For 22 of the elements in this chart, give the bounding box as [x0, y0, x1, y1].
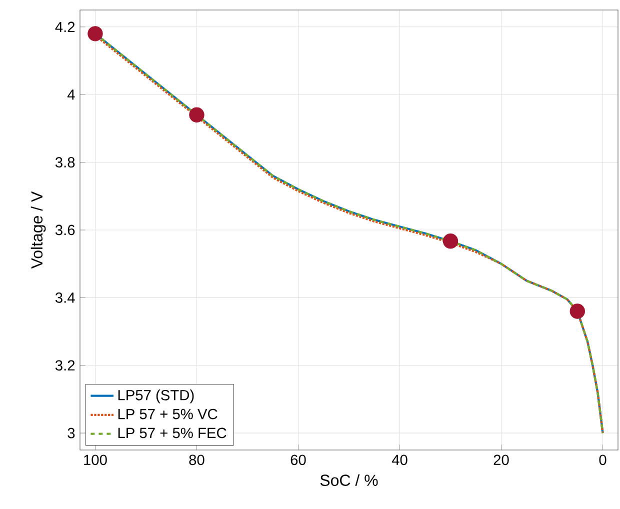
y-tick-label: 3.6: [55, 224, 75, 236]
point: [442, 234, 458, 249]
legend-label: LP 57 + 5% FEC: [118, 428, 226, 438]
x-axis-title: SoC / %: [320, 474, 378, 486]
x-tick-label: 100: [84, 454, 107, 466]
point: [189, 107, 204, 123]
y-tick-label: 4: [67, 90, 75, 100]
x-tick-label: 60: [290, 454, 306, 466]
y-tick-label: 3: [68, 428, 75, 438]
y-tick-label: 3.2: [55, 360, 75, 371]
y-tick-label: 4.2: [55, 22, 75, 32]
y-tick-label: 3.8: [55, 157, 75, 168]
y-tick-label: 3.4: [55, 292, 75, 303]
legend-label: LP 57 + 5% VC: [118, 408, 218, 420]
y-axis-title: Voltage / V: [30, 191, 46, 269]
x-tick-label: 20: [494, 454, 509, 466]
point: [88, 26, 103, 42]
x-tick-label: 0: [599, 454, 606, 466]
legend-label: LP57 (STD): [118, 390, 194, 404]
x-tick-label: 80: [189, 454, 204, 466]
point: [570, 304, 585, 319]
x-tick-label: 40: [392, 454, 408, 466]
